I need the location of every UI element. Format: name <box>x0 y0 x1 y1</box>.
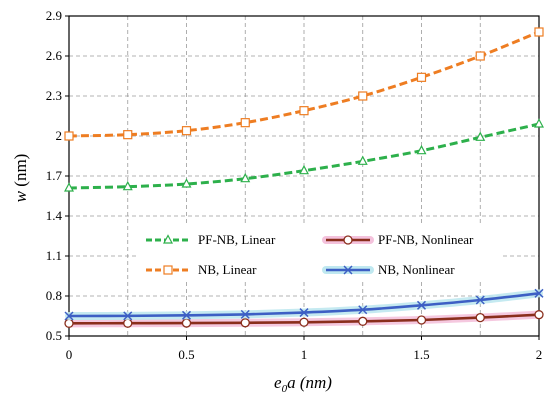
series-nb-nonlinear <box>64 288 544 321</box>
x-marker-stroke <box>299 308 309 318</box>
series-nb-linear <box>64 27 544 141</box>
y-tick-label: 2.3 <box>46 88 62 103</box>
data-point <box>357 155 368 165</box>
legend-label: PF-NB, Nonlinear <box>378 232 474 247</box>
data-point <box>64 311 74 321</box>
data-point <box>64 318 74 328</box>
data-point <box>123 318 133 328</box>
legend-swatch-marker <box>163 265 173 275</box>
x-axis-title: e0a (nm) <box>274 373 332 395</box>
data-point <box>123 130 133 140</box>
data-point <box>299 308 309 318</box>
grid <box>69 16 539 336</box>
x-marker-stroke <box>534 288 544 298</box>
x-tick-label: 0 <box>66 347 73 362</box>
data-point <box>475 312 485 323</box>
legend-background <box>138 224 500 282</box>
series-pf-nb-nonlinear <box>64 310 544 328</box>
legend-item: NB, Nonlinear <box>322 262 455 277</box>
legend-label: NB, Nonlinear <box>378 262 455 277</box>
x-axis-title-subscript: 0 <box>282 383 288 395</box>
y-tick-label: 0.5 <box>46 328 62 343</box>
legend-swatch-marker <box>343 235 353 245</box>
y-tick-label: 1.1 <box>46 248 62 263</box>
legend-item: NB, Linear <box>146 262 257 277</box>
y-tick-label: 2.9 <box>46 8 62 23</box>
x-marker-stroke <box>416 300 427 310</box>
data-point <box>358 91 368 101</box>
y-tick-label: 0.8 <box>46 288 62 303</box>
legend-swatch-marker <box>343 265 353 275</box>
x-marker-stroke <box>240 309 250 319</box>
y-tick-label: 1.4 <box>46 208 63 223</box>
tick-labels: 0.5 0.8 1.1 1.4 1.7 2 2.3 2.6 2.9 0 0.5 1 1.5 2 <box>46 8 543 362</box>
legend-swatch-marker <box>163 234 173 244</box>
legend: PF-NB, Linear PF-NB, Nonlinear NB, Linear N… <box>138 224 500 282</box>
data-point <box>299 106 309 116</box>
x-marker-stroke <box>64 311 74 321</box>
data-point <box>416 300 427 310</box>
x-marker-stroke <box>358 305 368 315</box>
x-tick-label: 1 <box>301 347 308 362</box>
data-point <box>64 131 74 141</box>
data-point <box>240 172 251 183</box>
data-point <box>123 311 133 321</box>
data-point <box>240 118 250 128</box>
x-marker-stroke <box>181 310 192 320</box>
data-point <box>181 126 192 136</box>
x-marker-stroke <box>343 265 353 275</box>
y-axis-title: w (nm) <box>11 154 30 203</box>
x-tick-label: 1.5 <box>413 347 429 362</box>
y-tick-label: 2.6 <box>46 48 63 63</box>
x-marker-stroke <box>475 295 485 305</box>
data-point <box>64 182 74 192</box>
axes <box>65 15 540 340</box>
data-point <box>416 315 427 325</box>
data-point <box>416 72 427 82</box>
data-point <box>122 180 133 191</box>
y-axis-title-unit: (nm) <box>11 154 30 191</box>
x-marker-stroke <box>123 311 133 321</box>
x-axis-title-base: e <box>274 373 282 392</box>
legend-label: PF-NB, Linear <box>198 232 276 247</box>
data-point <box>181 178 192 188</box>
data-point <box>534 27 544 37</box>
data-point <box>416 144 427 155</box>
data-point <box>534 288 544 298</box>
series-line <box>68 30 540 138</box>
data-point <box>358 316 368 326</box>
series-layer <box>64 27 544 328</box>
data-point <box>181 310 192 320</box>
y-axis-title-symbol: w <box>11 190 30 202</box>
data-point <box>475 295 485 305</box>
legend-label: NB, Linear <box>198 262 257 277</box>
y-tick-label: 2 <box>56 128 63 143</box>
legend-item: PF-NB, Nonlinear <box>322 232 474 247</box>
y-tick-label: 1.7 <box>46 168 63 183</box>
legend-item: PF-NB, Linear <box>146 232 276 247</box>
x-tick-label: 2 <box>536 347 543 362</box>
data-point <box>358 305 368 315</box>
data-point <box>475 51 485 61</box>
data-point <box>240 318 250 328</box>
x-axis-title-rest: a (nm) <box>287 373 332 392</box>
data-point <box>299 317 309 327</box>
x-tick-label: 0.5 <box>178 347 194 362</box>
data-point <box>534 310 544 320</box>
data-point <box>240 309 250 319</box>
series-pf-nb-linear <box>64 118 544 192</box>
data-point <box>475 131 486 141</box>
data-point <box>299 164 309 175</box>
data-point <box>181 318 192 328</box>
data-point <box>534 118 544 128</box>
